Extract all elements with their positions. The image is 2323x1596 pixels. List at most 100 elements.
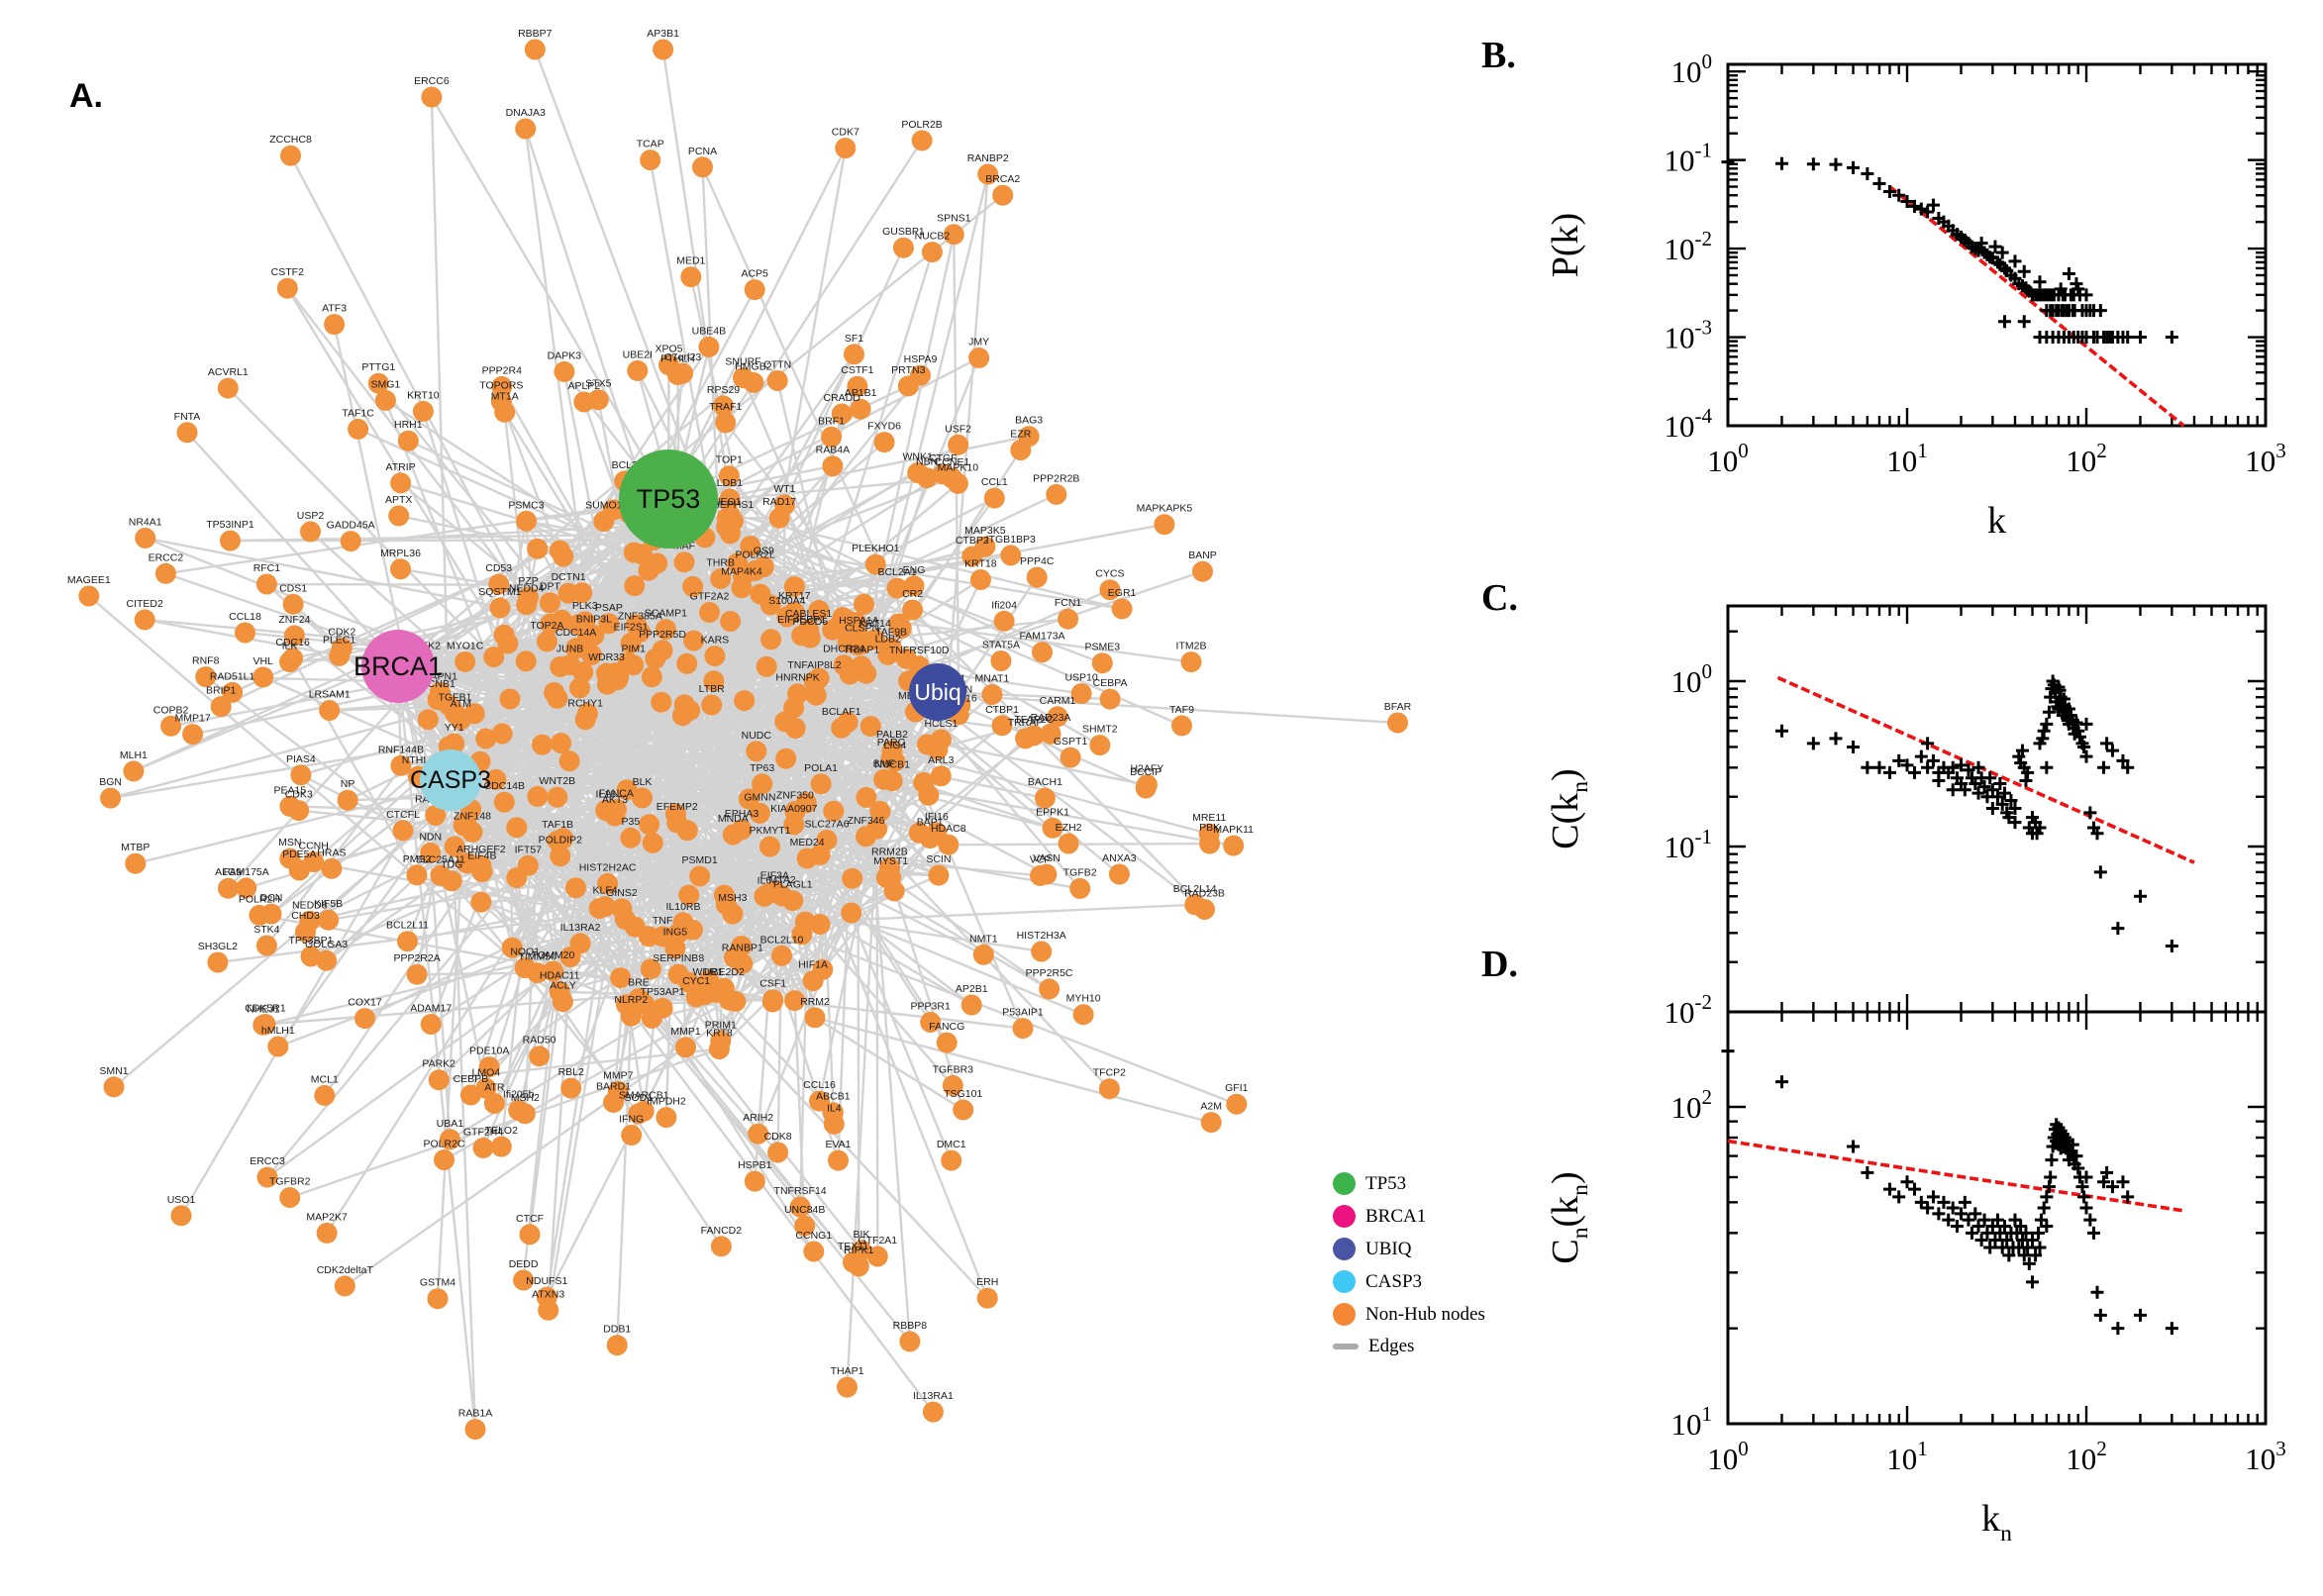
network-edge	[430, 96, 670, 500]
network-node	[803, 1241, 825, 1262]
data-point-marker	[1882, 765, 1896, 779]
network-node-unlabeled	[808, 667, 830, 689]
gene-label: PIM1	[621, 644, 646, 655]
gene-label: TP63	[750, 762, 774, 774]
data-point-marker	[2040, 1220, 2054, 1234]
gene-label: IL4	[827, 1102, 842, 1114]
data-point-marker	[2062, 266, 2075, 280]
network-node-unlabeled	[720, 611, 742, 632]
gene-label: WNK1	[903, 451, 933, 463]
hub-node-brca1	[361, 630, 435, 703]
gene-label: MMP17	[175, 713, 211, 725]
network-node	[920, 1012, 942, 1033]
network-node	[367, 372, 389, 394]
gene-label: GSTM4	[420, 1277, 455, 1289]
network-node-unlabeled	[527, 785, 549, 807]
gene-label: TAF9	[1169, 704, 1194, 716]
gene-label: PRTN3	[891, 364, 925, 376]
gene-label: AP2B1	[956, 983, 988, 995]
network-node-unlabeled	[550, 655, 571, 677]
network-node	[847, 375, 868, 397]
network-node	[539, 592, 560, 614]
network-node	[303, 851, 325, 872]
gene-label: TRAF1	[709, 401, 742, 413]
network-node	[123, 760, 145, 782]
gene-label: RAB1A	[458, 1408, 492, 1420]
gene-label: ACLY	[550, 980, 576, 992]
network-node-unlabeled	[740, 536, 761, 557]
network-node-unlabeled	[842, 867, 863, 889]
network-node	[1099, 579, 1121, 601]
network-node	[916, 467, 938, 489]
legend-swatch-circle-icon	[1333, 1205, 1356, 1228]
gene-label: TP53AP1	[641, 986, 685, 998]
network-node	[783, 601, 805, 623]
gene-label: TRRAP	[1008, 717, 1044, 729]
data-point-marker	[2002, 1248, 2016, 1262]
gene-label: TP53BP1	[289, 935, 334, 947]
gene-label: LIG4	[884, 740, 907, 751]
network-node-unlabeled	[676, 652, 698, 674]
network-node	[753, 556, 774, 577]
gene-label: HRH1	[394, 419, 423, 431]
network-node	[809, 1090, 830, 1112]
gene-label: FANCA	[599, 787, 634, 799]
network-node-unlabeled	[485, 768, 507, 790]
network-node	[902, 599, 924, 621]
network-edge	[558, 593, 570, 856]
gene-label: PPP2R5C	[1026, 967, 1073, 979]
gene-label: NEDD8	[292, 899, 328, 911]
data-point-marker	[2026, 1275, 2040, 1289]
hub-label-brca1: BRCA1	[354, 651, 443, 681]
gene-label: SPNS1	[937, 213, 971, 225]
network-edge	[846, 829, 878, 1388]
gene-label: POLR2H	[239, 893, 280, 905]
network-node	[516, 510, 537, 532]
network-node-unlabeled	[784, 718, 806, 740]
gene-label: EPHA3	[725, 808, 759, 820]
network-node	[348, 418, 369, 440]
network-edge	[528, 991, 561, 1235]
gene-label: MCL1	[311, 1073, 339, 1085]
gene-label: MT1A	[491, 390, 519, 402]
network-node	[722, 824, 744, 846]
gene-label: RCHY1	[567, 698, 603, 710]
network-node	[1046, 483, 1067, 505]
gene-label: EZH2	[1056, 822, 1082, 834]
gene-label: BNIP3L	[576, 614, 612, 626]
data-point-marker	[2093, 304, 2107, 318]
gene-label: PDE10A	[469, 1046, 509, 1057]
network-node-unlabeled	[784, 990, 806, 1012]
network-node	[656, 1107, 677, 1129]
network-node	[536, 631, 557, 652]
network-node-unlabeled	[642, 832, 663, 853]
gene-label: RAD50	[523, 1035, 556, 1047]
data-point-marker	[1847, 160, 1861, 174]
network-node	[1387, 712, 1408, 734]
gene-label: FNTA	[174, 411, 201, 423]
network-node	[886, 577, 908, 599]
network-node-unlabeled	[822, 619, 844, 641]
data-point-marker	[1983, 771, 1997, 785]
data-point-marker	[1872, 177, 1886, 191]
network-node-unlabeled	[854, 593, 874, 615]
network-node-unlabeled	[678, 884, 700, 906]
network-nodes	[78, 39, 1408, 1441]
data-point-marker	[2121, 331, 2135, 345]
network-node	[752, 773, 773, 795]
panel-a-label: A.	[69, 77, 103, 115]
network-node	[715, 412, 737, 434]
gene-label: TAF9B	[875, 626, 907, 638]
network-node-unlabeled	[491, 723, 513, 745]
network-node	[976, 1287, 998, 1309]
network-node	[804, 1007, 826, 1029]
hub-node-ubiq	[909, 663, 966, 721]
network-node-unlabeled	[463, 703, 485, 725]
gene-label: NLRP2	[614, 994, 648, 1006]
network-node	[640, 150, 661, 171]
gene-label: STX5	[585, 378, 611, 390]
gene-label: POLR2C	[423, 1139, 464, 1150]
gene-label: RBBP8	[893, 1320, 928, 1332]
network-node	[513, 1269, 535, 1291]
gene-label: PDE5A	[282, 848, 316, 860]
